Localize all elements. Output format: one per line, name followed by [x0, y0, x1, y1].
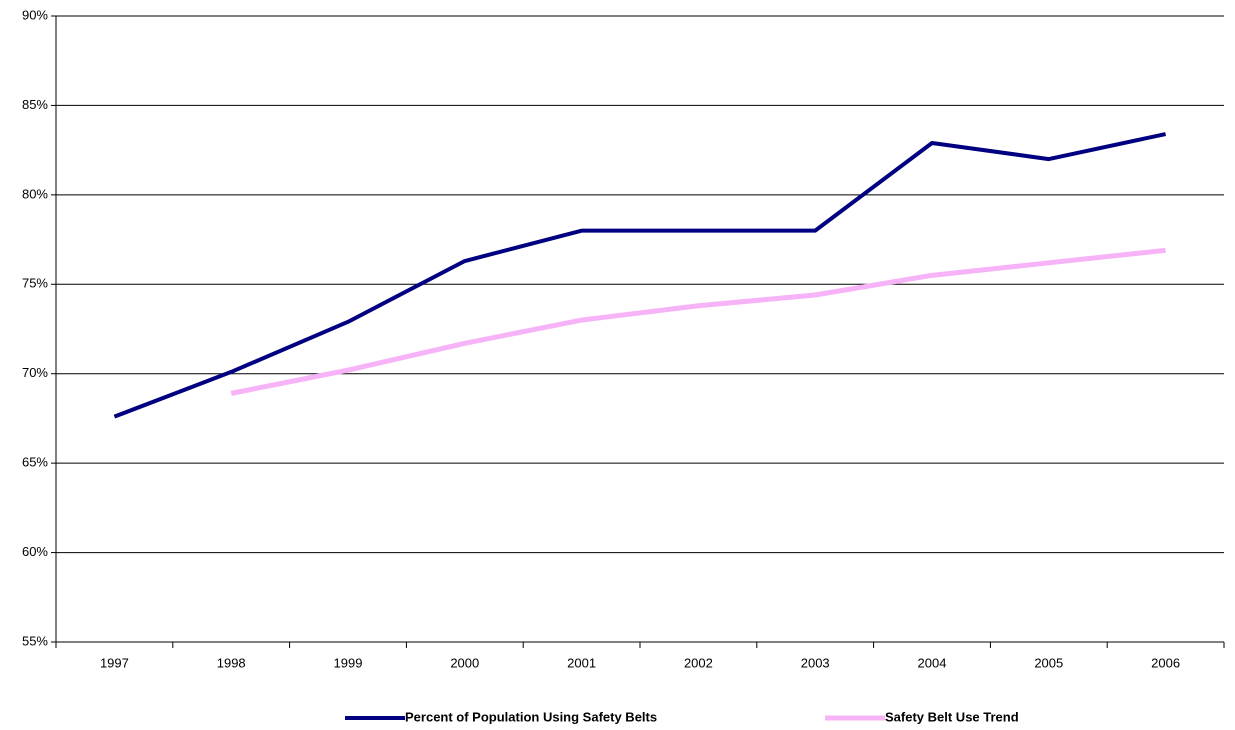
- x-tick-label: 2004: [918, 655, 947, 670]
- y-tick-label: 65%: [22, 455, 48, 470]
- x-tick-label: 1998: [217, 655, 246, 670]
- x-tick-label: 1997: [100, 655, 129, 670]
- x-tick-label: 2006: [1151, 655, 1180, 670]
- series-line: [230, 247, 1166, 396]
- y-tick-label: 75%: [22, 276, 48, 291]
- x-tick-label: 2005: [1034, 655, 1063, 670]
- x-tick-label: 2001: [567, 655, 596, 670]
- y-tick-label: 85%: [22, 97, 48, 112]
- x-tick-label: 2000: [450, 655, 479, 670]
- legend-label: Percent of Population Using Safety Belts: [405, 709, 657, 724]
- series-line: [113, 132, 1167, 419]
- x-tick-label: 1999: [334, 655, 363, 670]
- x-tick-label: 2003: [801, 655, 830, 670]
- y-tick-label: 60%: [22, 544, 48, 559]
- y-tick-label: 55%: [22, 633, 48, 648]
- y-tick-label: 80%: [22, 186, 48, 201]
- y-tick-label: 70%: [22, 365, 48, 380]
- y-tick-label: 90%: [22, 7, 48, 22]
- x-tick-label: 2002: [684, 655, 713, 670]
- legend-label: Safety Belt Use Trend: [885, 709, 1019, 724]
